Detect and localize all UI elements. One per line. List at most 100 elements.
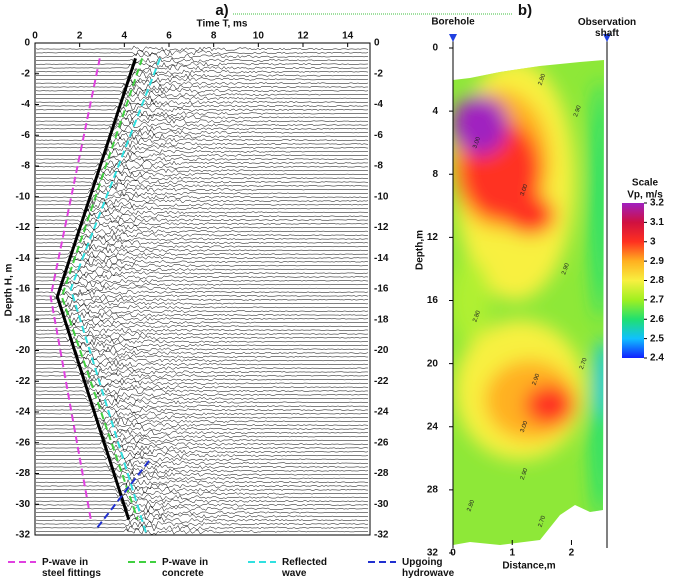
y-tick-label: -32: [374, 530, 389, 541]
panel-title: a): [215, 2, 228, 19]
x-tick-label: 10: [253, 31, 265, 42]
x-tick-label: 14: [342, 31, 354, 42]
trace: [35, 387, 369, 395]
trace: [36, 379, 369, 388]
y-tick-label: 0: [374, 38, 380, 49]
trace: [35, 239, 369, 247]
y-tick-label: -14: [374, 253, 389, 264]
velocity-map: 3.00 3.00 2.80 2.90 2.90 2.80 2.90 3.00 2.90 2.70…: [453, 60, 604, 545]
y-tick-label: -20: [374, 345, 389, 356]
trace: [35, 106, 369, 113]
colorbar: [622, 203, 644, 358]
trace: [35, 261, 368, 269]
trace: [35, 527, 369, 536]
legend-label: Reflected wave: [281, 557, 327, 579]
trace: [35, 174, 369, 183]
trace: [35, 372, 369, 379]
y-tick-label: -4: [374, 99, 383, 110]
trace: [35, 79, 369, 87]
marker-label: Observation shaft: [578, 17, 636, 39]
x-tick-label: 6: [166, 31, 172, 42]
trace: [35, 212, 368, 220]
x-tick-label: 0: [32, 31, 38, 42]
series-line: [69, 58, 161, 536]
trace: [35, 136, 369, 145]
trace: [35, 440, 369, 447]
trace: [36, 281, 369, 288]
y-tick-label: 4: [432, 106, 438, 117]
trace: [36, 303, 369, 311]
y-tick-label: -24: [16, 407, 31, 418]
trace: [35, 429, 369, 437]
trace: [35, 375, 369, 384]
trace: [35, 517, 369, 524]
trace: [35, 508, 368, 517]
trace: [35, 265, 369, 273]
trace: [35, 451, 369, 460]
trace: [36, 57, 369, 65]
trace: [36, 467, 369, 475]
y-tick-label: -12: [16, 222, 31, 233]
y-tick-label: -18: [16, 314, 31, 325]
plot-frame: [34, 42, 371, 536]
trace: [35, 198, 369, 206]
y-tick-label: -30: [16, 499, 31, 510]
trace: [36, 341, 369, 350]
colorbar-tick-label: 2.4: [650, 353, 664, 364]
trace: [35, 242, 369, 251]
legend-label: P-wave in concrete: [162, 557, 208, 579]
trace: [36, 128, 369, 137]
x-tick-label: 4: [122, 31, 128, 42]
trace: [35, 368, 369, 377]
trace: [35, 307, 369, 315]
contour-label: 2.90: [532, 372, 542, 386]
trace: [35, 49, 369, 57]
trace: [35, 159, 369, 167]
trace: [35, 167, 369, 174]
y-tick-label: 24: [427, 421, 439, 432]
y-tick-label: -2: [374, 68, 383, 79]
trace: [36, 479, 368, 486]
trace: [35, 223, 369, 231]
y-tick-label: -6: [21, 130, 30, 141]
trace: [36, 228, 369, 235]
colorbar-tick-label: 2.8: [650, 275, 664, 286]
trace: [35, 349, 369, 357]
x-axis-label: Time T, ms: [197, 19, 248, 30]
trace: [35, 474, 369, 483]
x-axis-label: Distance,m: [502, 561, 555, 572]
legend-label: Upgoing hydrowave: [402, 557, 455, 579]
contour-label: 3.00: [472, 136, 482, 150]
trace: [35, 87, 369, 95]
trace: [35, 273, 369, 281]
x-tick-label: 1: [509, 548, 515, 559]
colorbar-tick-label: 3.2: [650, 198, 664, 209]
trace: [35, 247, 369, 255]
trace: [35, 421, 369, 429]
trace: [35, 345, 369, 353]
trace: [35, 102, 369, 110]
y-tick-label: -28: [374, 468, 389, 479]
y-tick-label: -28: [16, 468, 31, 479]
y-tick-label: -26: [16, 437, 31, 448]
trace: [35, 310, 369, 320]
contour-label: 2.70: [538, 515, 548, 529]
trace: [35, 486, 369, 494]
y-tick-label: -10: [374, 191, 389, 202]
contour-label: 2.90: [520, 467, 530, 481]
series-line: [60, 58, 144, 520]
y-tick-label: -2: [21, 68, 30, 79]
y-axis-label: Depth H, m: [4, 264, 15, 317]
trace: [36, 364, 368, 373]
legend-label: P-wave in steel fittings: [42, 557, 101, 579]
trace: [35, 98, 369, 107]
trace: [35, 319, 368, 327]
y-tick-label: 32: [427, 548, 439, 559]
trace: [35, 117, 369, 126]
trace: [35, 220, 369, 227]
trace: [35, 109, 368, 117]
trace: [35, 455, 369, 464]
trace: [36, 254, 369, 262]
y-tick-label: -6: [374, 130, 383, 141]
